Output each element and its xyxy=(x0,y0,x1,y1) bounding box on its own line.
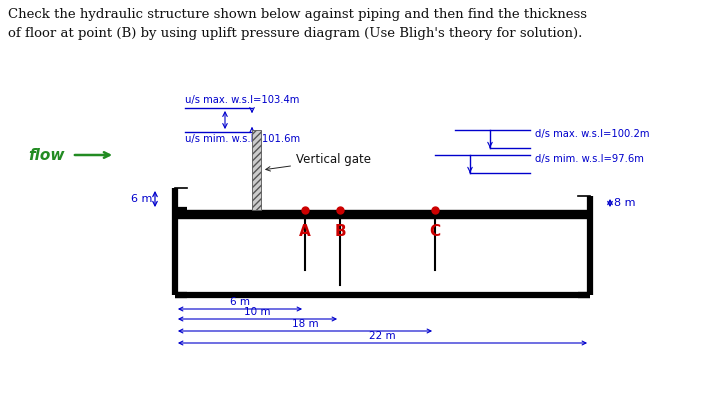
Text: u/s max. w.s.l=103.4m: u/s max. w.s.l=103.4m xyxy=(185,95,300,105)
Text: u/s mim. w.s.l=101.6m: u/s mim. w.s.l=101.6m xyxy=(185,134,300,144)
Text: 18 m: 18 m xyxy=(292,319,318,329)
Text: Check the hydraulic structure shown below against piping and then find the thick: Check the hydraulic structure shown belo… xyxy=(8,8,587,21)
Text: B: B xyxy=(334,224,346,239)
Text: 8 m: 8 m xyxy=(614,198,636,208)
Text: 10 m: 10 m xyxy=(244,307,271,317)
Text: of floor at point (B) by using uplift pressure diagram (Use Bligh's theory for s: of floor at point (B) by using uplift pr… xyxy=(8,27,582,40)
Text: d/s mim. w.s.l=97.6m: d/s mim. w.s.l=97.6m xyxy=(535,154,644,164)
Text: d/s max. w.s.l=100.2m: d/s max. w.s.l=100.2m xyxy=(535,129,649,139)
Bar xyxy=(252,130,261,210)
Text: 22 m: 22 m xyxy=(369,331,396,341)
Text: 6 m: 6 m xyxy=(130,194,152,204)
Text: C: C xyxy=(429,224,441,239)
Text: A: A xyxy=(299,224,311,239)
Text: flow: flow xyxy=(29,148,65,162)
Text: Vertical gate: Vertical gate xyxy=(266,154,371,171)
Text: 6 m: 6 m xyxy=(230,297,250,307)
